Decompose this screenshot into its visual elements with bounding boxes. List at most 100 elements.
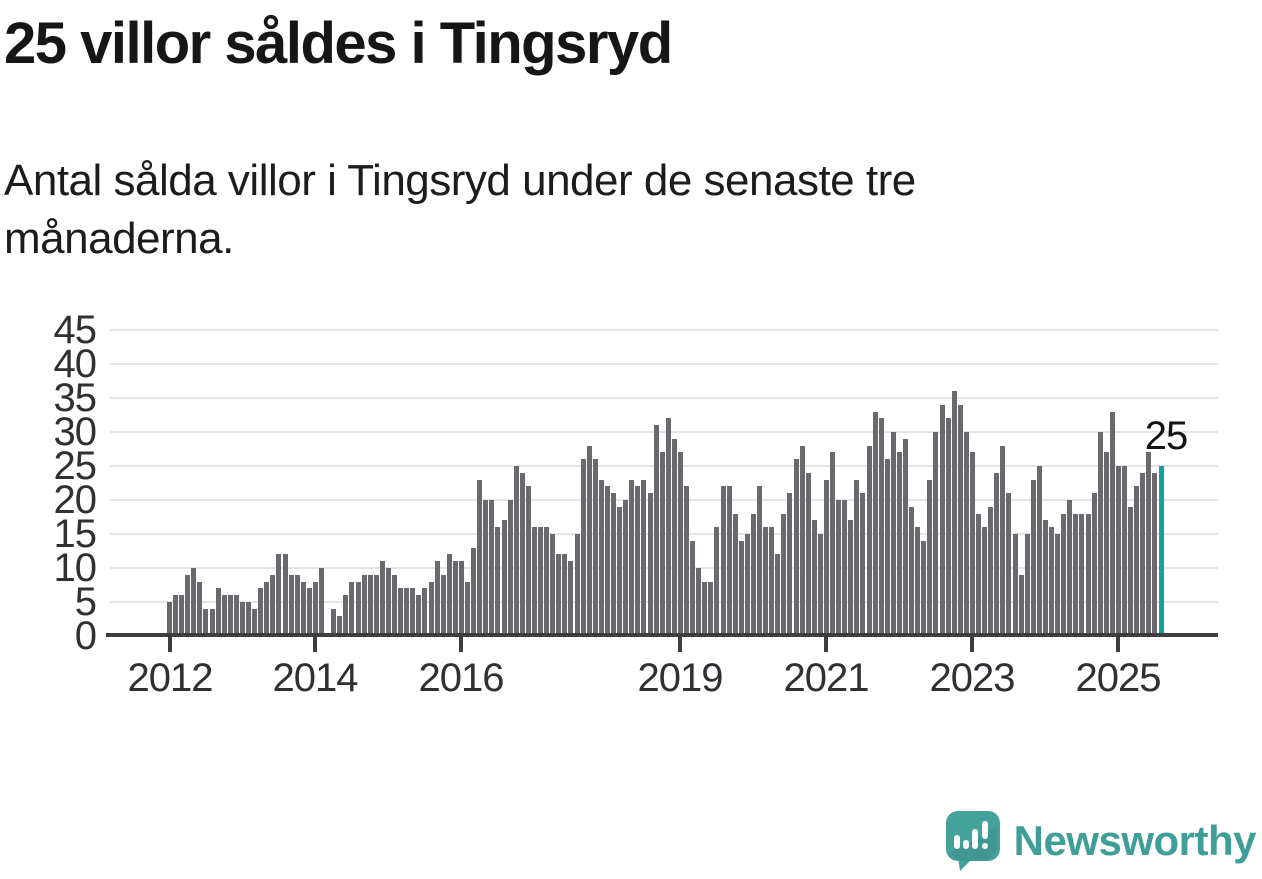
bar	[270, 575, 275, 636]
bar	[295, 575, 300, 636]
x-axis-tick	[313, 637, 317, 652]
bar	[745, 534, 750, 636]
bar	[179, 595, 184, 636]
bar	[879, 418, 884, 636]
bar	[185, 575, 190, 636]
y-axis-tick-label: 10	[53, 546, 98, 590]
bar	[964, 432, 969, 636]
bar	[988, 507, 993, 636]
x-axis-tick-label: 2021	[783, 656, 870, 700]
bar	[721, 486, 726, 636]
bar	[465, 582, 470, 636]
bar	[787, 493, 792, 636]
bar	[915, 527, 920, 636]
bar	[794, 459, 799, 636]
bar	[660, 452, 665, 636]
bar	[1025, 534, 1030, 636]
bar	[258, 588, 263, 636]
bar	[842, 500, 847, 636]
bar	[556, 554, 561, 636]
bar	[404, 588, 409, 636]
bar	[648, 493, 653, 636]
bar	[495, 527, 500, 636]
bar	[435, 561, 440, 636]
bar	[264, 582, 269, 636]
bar	[836, 500, 841, 636]
bar	[307, 588, 312, 636]
bar	[1006, 493, 1011, 636]
bar	[422, 588, 427, 636]
bar	[398, 588, 403, 636]
bar	[374, 575, 379, 636]
y-axis-tick-label: 45	[53, 308, 98, 352]
bar	[830, 452, 835, 636]
brand-footer: Newsworthy	[945, 811, 1257, 871]
bar	[775, 554, 780, 636]
bar	[751, 514, 756, 636]
bar	[848, 520, 853, 636]
y-axis-tick-label: 25	[53, 444, 98, 488]
bar	[940, 405, 945, 636]
y-axis-tick-label: 40	[53, 342, 98, 386]
bar	[459, 561, 464, 636]
bar	[562, 554, 567, 636]
bar	[757, 486, 762, 636]
gridline	[110, 329, 1218, 331]
bar	[544, 527, 549, 636]
bar	[769, 527, 774, 636]
bar	[982, 527, 987, 636]
bar	[629, 480, 634, 636]
bar	[611, 493, 616, 636]
y-axis-tick-label: 5	[74, 580, 97, 624]
bar	[970, 452, 975, 636]
y-axis-tick-label: 30	[53, 410, 98, 454]
bar	[289, 575, 294, 636]
bar	[763, 527, 768, 636]
bar	[197, 582, 202, 636]
bar	[313, 582, 318, 636]
bar	[672, 439, 677, 636]
gridline	[110, 431, 1218, 433]
bar	[532, 527, 537, 636]
bar	[903, 439, 908, 636]
y-axis-tick-label: 15	[53, 512, 98, 556]
bar	[818, 534, 823, 636]
bar	[678, 452, 683, 636]
bar	[733, 514, 738, 636]
bar	[1134, 486, 1139, 636]
bar	[994, 473, 999, 636]
x-axis-tick-label: 2019	[637, 656, 724, 700]
x-axis-line	[106, 633, 1218, 637]
bar	[909, 507, 914, 636]
bar	[1122, 466, 1127, 636]
bar	[349, 582, 354, 636]
bar	[343, 595, 348, 636]
bar	[1146, 452, 1151, 636]
bar	[1092, 493, 1097, 636]
y-axis-tick-label: 20	[53, 478, 98, 522]
bar	[550, 534, 555, 636]
bar	[867, 446, 872, 636]
bar	[739, 541, 744, 636]
bar	[891, 432, 896, 636]
bar	[216, 588, 221, 636]
bar	[897, 452, 902, 636]
bar	[824, 480, 829, 636]
x-axis-tick-label: 2025	[1075, 656, 1162, 700]
bar	[885, 459, 890, 636]
bar	[1086, 514, 1091, 636]
bar	[210, 609, 215, 636]
bar	[331, 609, 336, 636]
bar	[946, 418, 951, 636]
y-axis-tick-label: 0	[74, 614, 97, 658]
x-axis-tick	[1116, 637, 1120, 652]
bar	[337, 616, 342, 636]
bar	[368, 575, 373, 636]
bar	[593, 459, 598, 636]
bar	[952, 391, 957, 636]
bar	[502, 520, 507, 636]
bar	[1152, 473, 1157, 636]
brand-name: Newsworthy	[1013, 817, 1257, 864]
bar	[708, 582, 713, 636]
